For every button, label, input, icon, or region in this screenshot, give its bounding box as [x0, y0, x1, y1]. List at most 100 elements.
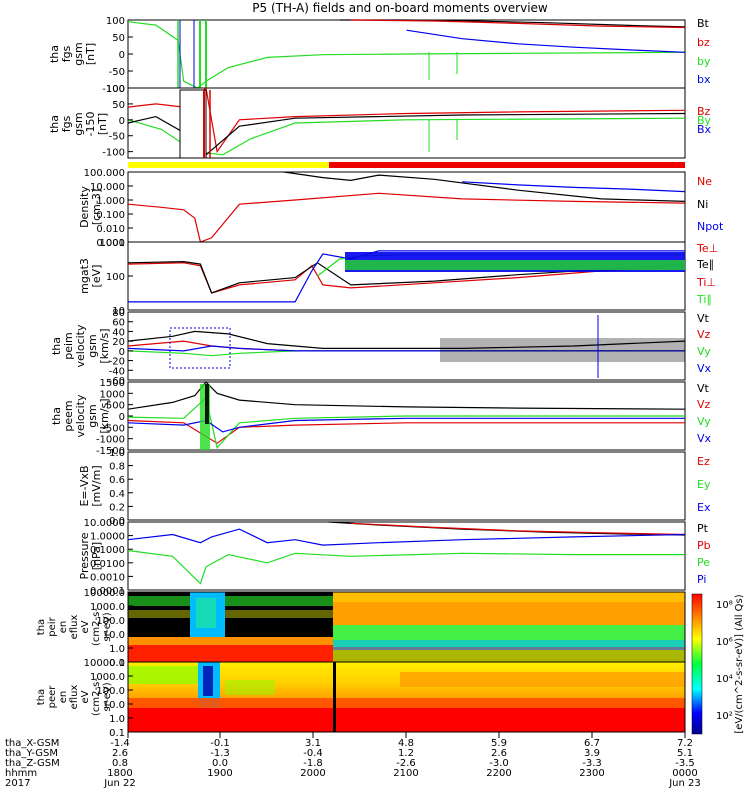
peim_vel-ytick-label: 80 — [112, 308, 125, 319]
fgs_gse-ytick-label: 50 — [112, 100, 125, 111]
panel-peir-ylabel-7: sr-eV) — [102, 612, 113, 641]
x-year: 2017 — [5, 778, 30, 789]
peim_vel-ytick-label: -60 — [109, 376, 125, 387]
panel-fgs-gsm-ylabel-2: fgs — [60, 45, 73, 62]
panel-efield-ylabel-1: E=-VxB — [78, 465, 91, 506]
peer_spec-ytick-label: 10.0 — [103, 700, 125, 711]
xval-3-4: 2200 — [486, 768, 511, 779]
efield-ytick-label: 0.6 — [109, 475, 125, 486]
panel-peim-ylabel-5: [km/s] — [98, 328, 111, 363]
xval-3-6: 0000 — [672, 768, 697, 779]
efield-ytick-label: 1.0 — [109, 448, 125, 459]
peir-spectrogram-patches — [128, 592, 685, 662]
xval-1-2: -0.4 — [303, 748, 323, 759]
legend-p4-tiperp: Ti⊥ — [696, 276, 716, 289]
mode-bar — [128, 162, 685, 168]
peem_vel-series-vt — [127, 381, 686, 410]
peem_vel-ytick-label: 0 — [119, 412, 125, 423]
pressure-ytick-label: 10.0000 — [84, 518, 125, 529]
panel-temperature-noise — [345, 252, 685, 272]
xval-2-2: -1.8 — [303, 758, 323, 769]
xval-1-3: 1.2 — [398, 748, 414, 759]
legend-p3-npot: Npot — [697, 220, 724, 233]
panel-density-ylabel-2: [cm-3] — [90, 189, 103, 225]
panel-fgs-gse: -100 -50 0 50 100 tha fgs gsm -150 [nT] Bz B… — [48, 84, 712, 159]
panel-peem-ylabel-2: peem — [62, 400, 75, 431]
panel-pressure: 0.0001 0.0010 0.0100 0.1000 1.0000 10.0000 Pr… — [78, 518, 711, 597]
panel-efield-ylabel-2: [mV/m] — [90, 465, 103, 506]
legend-p1-bz: bz — [697, 36, 710, 49]
figure-title: P5 (TH-A) fields and on-board moments ov… — [252, 1, 548, 15]
fgs_gse-ytick-label: -100 — [102, 148, 125, 159]
peim_vel-ytick-label: 20 — [112, 337, 125, 348]
efield-ytick-label: 0.0 — [109, 516, 125, 527]
xval-1-4: 2.6 — [491, 748, 507, 759]
peer-spectrogram-patches — [128, 662, 685, 732]
peem_vel-series-vx — [127, 417, 685, 433]
legend-p8-pi: Pi — [697, 573, 706, 586]
peer_spec-ytick-label: 1.0 — [109, 714, 125, 725]
peim_vel-ytick-label: -20 — [109, 357, 125, 368]
panel-peer-ylabel-1: tha — [36, 689, 47, 705]
density-series-ni — [283, 171, 686, 202]
xval-2-4: -3.0 — [489, 758, 509, 769]
fgs_gsm-series-bz — [350, 19, 686, 29]
legend-p7-ez: Ez — [697, 455, 710, 468]
pressure-ytick-label: 0.0001 — [90, 586, 125, 597]
panel-peem-ylabel-5: [km/s] — [98, 398, 111, 433]
xval-0-2: 3.1 — [305, 738, 321, 749]
density-ytick-label: 0.100 — [96, 210, 125, 221]
panel-peer-spectrogram: 0.1 1.0 10.0 100.0 1000.0 10000.0 tha peer en… — [36, 658, 686, 739]
peim_vel-ytick-label: 0 — [119, 347, 125, 358]
xval-2-5: -3.3 — [582, 758, 602, 769]
legend-p5-vx: Vx — [697, 362, 712, 375]
fgs_gse-ytick-label: 0 — [119, 116, 125, 127]
panel-peir-ylabel-6: (cm2-s- — [91, 608, 102, 646]
colorbar-label: [eV/(cm^2-s-sr-eV)] (All Qs) — [734, 594, 745, 733]
legend-p7-ex: Ex — [697, 501, 711, 514]
xval-3-2: 2000 — [300, 768, 325, 779]
panel-fgs-gse-ylabel-1: tha — [48, 115, 61, 133]
fgs_gsm-series-by — [127, 21, 686, 89]
pressure-ytick-label: 0.0010 — [90, 572, 125, 583]
peir_spec-ytick-label: 0.1 — [109, 658, 125, 669]
fgs_gsm-ytick-label: 100 — [106, 16, 125, 27]
density-ytick-label: 10.000 — [90, 182, 125, 193]
legend-p5-vy: Vy — [697, 345, 711, 358]
xval-0-4: 5.9 — [491, 738, 507, 749]
pressure-series-pi — [127, 528, 686, 546]
x-date-start: Jun 22 — [103, 778, 136, 789]
xval-2-6: -3.5 — [675, 758, 695, 769]
legend-p6-vz: Vz — [697, 398, 711, 411]
xval-3-0: 1800 — [107, 768, 132, 779]
mom_temp-series-tell — [127, 260, 686, 294]
panel-peir-spectrogram: 0.1 1.0 10.0 100.0 1000.0 10000.0 tha peir en… — [36, 588, 686, 669]
peim_vel-ytick-label: -40 — [109, 366, 125, 377]
mom_temp-ytick-label: 10 — [112, 306, 125, 317]
peer_spec-ytick-label: 100.0 — [96, 686, 125, 697]
peem_vel-ytick-label: -1000 — [96, 435, 125, 446]
panel-peir-ylabel-4: eflux — [69, 615, 80, 640]
panel-temperature-ylabel-2: [eV] — [90, 265, 103, 288]
fgs_gse-ytick-label: -50 — [109, 132, 125, 143]
xval-0-1: -0.1 — [210, 738, 230, 749]
mom_temp-ytick-label: 1000 — [100, 238, 125, 249]
peir_spec-ytick-label: 10.0 — [103, 630, 125, 641]
peim_vel-series-vt — [127, 330, 686, 349]
xval-0-5: 6.7 — [584, 738, 600, 749]
legend-p2-bz: Bz — [697, 105, 711, 118]
mom_temp-ytick-label: 100 — [106, 272, 125, 283]
panel-peer-ylabel-4: eflux — [69, 685, 80, 710]
fgs_gse-series-black — [127, 112, 686, 156]
colorbar-tick-1e6: 10⁶ — [716, 637, 733, 648]
peer_spec-ytick-label: 1000.0 — [90, 672, 125, 683]
peim_vel-ytick-label: 40 — [112, 327, 125, 338]
pressure-series-pe — [127, 549, 685, 585]
panel-fgs-gse-ylabel-2: fgs — [60, 115, 73, 132]
panel-peer-ylabel-7: sr-eV) — [102, 682, 113, 711]
fgs_gse-ytick-label: 100 — [106, 84, 125, 95]
panel-peer-ylabel-3: en — [58, 691, 69, 704]
xval-3-3: 2100 — [393, 768, 418, 779]
